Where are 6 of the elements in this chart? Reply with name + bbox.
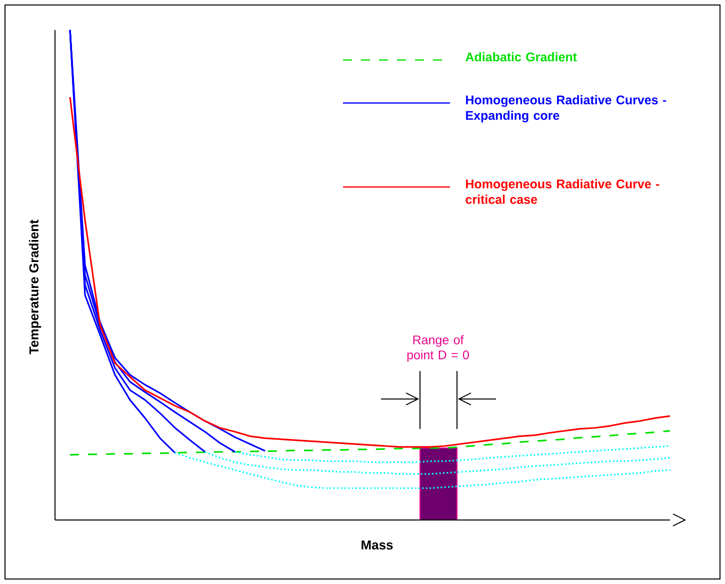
y-axis-title: Temperature Gradient (28, 220, 42, 354)
text: Adiabatic Gradient (466, 52, 577, 62)
annotation: Range of point D = 0 (407, 335, 469, 362)
text: Homogeneous Radiative Curve - critical case (466, 179, 660, 204)
x-axis-title: Mass (362, 540, 393, 550)
text: Homogeneous Radiative Curves - Expanding core (466, 95, 666, 122)
